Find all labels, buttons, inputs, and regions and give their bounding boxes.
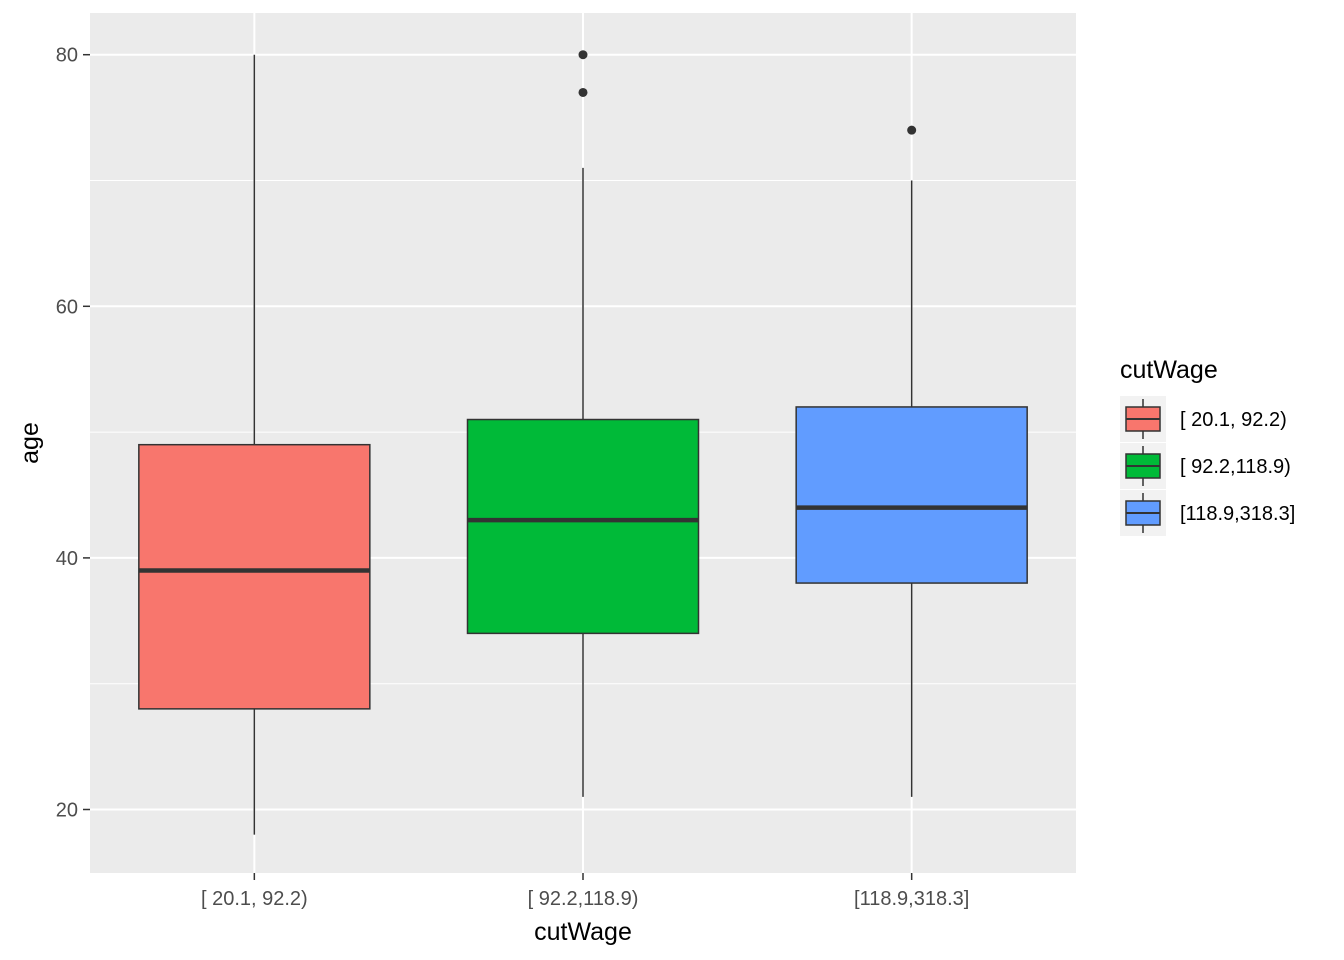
box-3 (795, 125, 1028, 797)
box-1 (138, 54, 371, 835)
box-body (795, 406, 1028, 584)
x-tick-label: [ 20.1, 92.2) (201, 888, 308, 910)
legend-key-2 (1120, 443, 1166, 489)
x-tick-label: [118.9,318.3] (854, 888, 969, 910)
y-tick-label: 20 (56, 800, 78, 822)
x-tick-label: [ 92.2,118.9) (528, 888, 639, 910)
outlier-point (578, 50, 588, 60)
legend-key-3 (1120, 490, 1166, 536)
outlier-point (907, 125, 917, 135)
y-axis: 20 40 60 80 (56, 45, 90, 822)
y-tick-label: 80 (56, 45, 78, 67)
legend: cutWage [ 20.1, 92.2) [ 92.2,118.9) [118.9… (1120, 356, 1295, 536)
y-tick-label: 60 (56, 296, 78, 318)
legend-title: cutWage (1120, 356, 1218, 384)
box-group (138, 50, 1028, 835)
legend-label: [ 20.1, 92.2) (1180, 409, 1287, 431)
legend-key-1 (1120, 396, 1166, 442)
x-axis: [ 20.1, 92.2) [ 92.2,118.9) [118.9,318.3] (201, 873, 969, 910)
box-body (138, 443, 371, 710)
y-axis-title: age (16, 422, 44, 464)
box-2 (466, 50, 700, 797)
outlier-point (578, 87, 588, 97)
box-body (466, 418, 700, 635)
legend-label: [ 92.2,118.9) (1180, 456, 1291, 478)
x-axis-title: cutWage (534, 918, 632, 946)
y-tick-label: 40 (56, 548, 78, 570)
legend-label: [118.9,318.3] (1180, 503, 1295, 525)
